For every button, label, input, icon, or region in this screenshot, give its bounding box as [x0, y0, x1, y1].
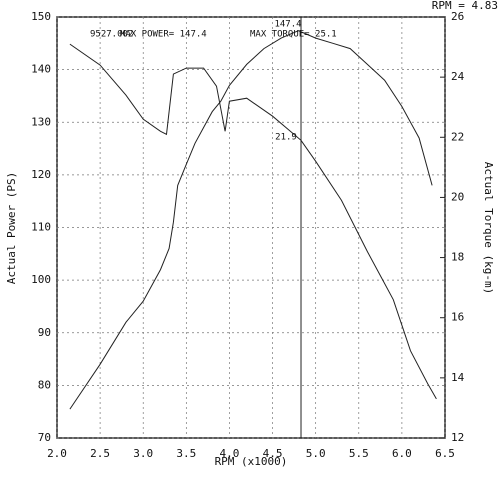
x-tick-label: 2.5 — [90, 447, 110, 460]
y2-tick-label: 26 — [451, 10, 464, 23]
x-axis-label: RPM (x1000) — [215, 455, 288, 468]
y-tick-label: 70 — [38, 431, 51, 444]
y-tick-label: 130 — [31, 115, 51, 128]
annotation: 9527.002 — [90, 30, 133, 40]
x-tick-label: 5.5 — [349, 447, 369, 460]
y-tick-label: 100 — [31, 273, 51, 286]
x-tick-label: 6.5 — [435, 447, 455, 460]
annotation: MAX TORQUE= 25.1 — [250, 30, 337, 40]
annotation: 147.4 — [274, 20, 301, 30]
y2-tick-label: 18 — [451, 251, 464, 264]
y-tick-label: 90 — [38, 326, 51, 339]
y2-tick-label: 16 — [451, 311, 464, 324]
x-tick-label: 2.0 — [47, 447, 67, 460]
y-tick-label: 120 — [31, 168, 51, 181]
y2-axis-label: Actual Torque (kg-m) — [482, 162, 495, 294]
x-tick-label: 6.0 — [392, 447, 412, 460]
y2-tick-label: 24 — [451, 70, 465, 83]
y2-tick-label: 14 — [451, 371, 465, 384]
x-tick-label: 3.0 — [133, 447, 153, 460]
x-tick-label: 4.5 — [263, 447, 283, 460]
y2-tick-label: 20 — [451, 190, 464, 203]
data-line — [69, 30, 433, 410]
y2-tick-label: 12 — [451, 431, 464, 444]
y-tick-label: 140 — [31, 63, 51, 76]
annotation: RPM = 4.83 — [432, 0, 498, 12]
annotation: MAX POWER= 147.4 — [120, 30, 207, 40]
x-tick-label: 4.0 — [220, 447, 240, 460]
annotation: 21.9 — [275, 133, 297, 143]
plot-frame — [56, 16, 446, 439]
data-line — [69, 43, 437, 400]
x-tick-label: 3.5 — [176, 447, 196, 460]
y-tick-label: 110 — [31, 221, 51, 234]
y2-tick-label: 22 — [451, 130, 464, 143]
y-axis-label: Actual Power (PS) — [5, 172, 18, 285]
y-tick-label: 80 — [38, 378, 51, 391]
x-tick-label: 5.0 — [306, 447, 326, 460]
y-tick-label: 150 — [31, 10, 51, 23]
